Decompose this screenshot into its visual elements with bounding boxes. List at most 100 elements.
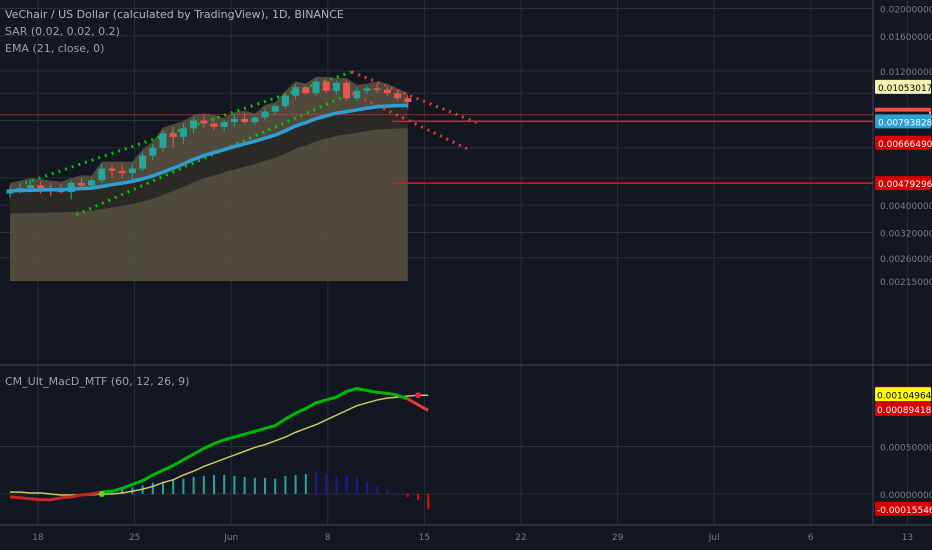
price-badge-text: 0.00793828 bbox=[878, 118, 932, 128]
price-badge: 0.00793828 bbox=[875, 114, 932, 129]
macd-badge-bg bbox=[875, 387, 931, 402]
macd-line-bear bbox=[9, 490, 103, 502]
macd-tick-label: 0.00000000 bbox=[880, 491, 932, 501]
candle-body bbox=[332, 82, 340, 91]
macd-cross-dot bbox=[415, 392, 421, 399]
candle-body bbox=[292, 87, 300, 96]
candle bbox=[302, 86, 310, 95]
candle-body bbox=[37, 185, 45, 189]
candle bbox=[210, 117, 218, 130]
candle bbox=[220, 120, 228, 132]
price-tick-label: 0.01600000 bbox=[880, 33, 932, 43]
candle-body bbox=[383, 89, 391, 94]
price-badge-text: 0.00479296 bbox=[878, 180, 932, 190]
sar-dots-up_bottom bbox=[75, 91, 353, 217]
time-tick-label: 29 bbox=[612, 533, 624, 543]
candle-body bbox=[281, 95, 289, 107]
macd-badge: 0.00104964 bbox=[875, 387, 932, 402]
candle bbox=[118, 164, 126, 178]
candle bbox=[363, 86, 371, 95]
candle-body bbox=[404, 98, 412, 103]
time-tick-label: 6 bbox=[808, 533, 814, 543]
macd-badge-text: 0.00104964 bbox=[877, 391, 932, 401]
candle-body bbox=[373, 88, 381, 90]
macd-tick-label: 0.00050000 bbox=[880, 444, 932, 454]
candle bbox=[139, 151, 147, 171]
candle-body bbox=[343, 82, 351, 99]
sar-indicator-label[interactable]: SAR (0.02, 0.02, 0.2) bbox=[5, 25, 120, 38]
candle-body bbox=[118, 170, 126, 174]
macd-cross-dot bbox=[98, 491, 105, 497]
sar-dots-down_bottom bbox=[351, 91, 470, 152]
macd-line-bull bbox=[101, 387, 409, 494]
candle-body bbox=[312, 81, 320, 94]
time-tick-label: 18 bbox=[32, 533, 44, 543]
macd-badge-text: 0.00089418 bbox=[877, 406, 932, 416]
price-tick-label: 0.01200000 bbox=[880, 68, 932, 78]
macd-badge: -0.00015546 bbox=[875, 501, 932, 516]
ema-indicator-label[interactable]: EMA (21, close, 0) bbox=[5, 42, 105, 55]
candle-body bbox=[98, 168, 106, 181]
price-badge-bg bbox=[875, 114, 931, 129]
candle bbox=[230, 114, 238, 127]
candle-body bbox=[261, 111, 269, 118]
time-tick-label: Jun bbox=[223, 533, 238, 543]
macd-indicator-label[interactable]: CM_Ult_MacD_MTF (60, 12, 26, 9) bbox=[5, 375, 190, 388]
candle bbox=[77, 177, 85, 189]
candle bbox=[98, 164, 106, 183]
candle bbox=[159, 129, 167, 152]
candle-body bbox=[77, 182, 85, 186]
candle bbox=[312, 79, 320, 96]
candle-body bbox=[230, 118, 238, 123]
candle bbox=[169, 126, 177, 148]
candle bbox=[6, 185, 14, 198]
candle bbox=[149, 143, 157, 160]
time-tick-label: 8 bbox=[325, 533, 331, 543]
price-badge-bg bbox=[875, 135, 931, 150]
macd-badge-bg bbox=[875, 501, 931, 516]
candle-body bbox=[169, 133, 177, 137]
candle bbox=[108, 164, 116, 178]
candle-body bbox=[190, 120, 198, 129]
candle bbox=[271, 104, 279, 115]
time-tick-label: 22 bbox=[515, 533, 526, 543]
chart-title: VeChair / US Dollar (calculated by Tradi… bbox=[5, 8, 344, 21]
candle-body bbox=[322, 81, 330, 91]
candle-body bbox=[220, 122, 228, 127]
candle-body bbox=[394, 93, 402, 99]
candle bbox=[200, 115, 208, 129]
candle bbox=[394, 90, 402, 101]
candle-body bbox=[139, 155, 147, 169]
candle-body bbox=[200, 120, 208, 124]
candle bbox=[251, 115, 259, 126]
candle bbox=[343, 80, 351, 101]
candle-body bbox=[26, 185, 34, 189]
candle bbox=[281, 93, 289, 109]
price-badge-bg bbox=[875, 176, 931, 191]
price-tick-label: 0.00215000 bbox=[880, 278, 932, 288]
candle bbox=[241, 113, 249, 124]
price-tick-label: 0.00320000 bbox=[880, 229, 932, 239]
candle-body bbox=[353, 90, 361, 99]
candle bbox=[373, 83, 381, 94]
macd-line-bear-end bbox=[407, 397, 429, 412]
price-tick-label: 0.02000000 bbox=[880, 6, 932, 16]
candle bbox=[332, 80, 340, 95]
price-badge: 0.00479296 bbox=[875, 176, 932, 191]
candle-body bbox=[363, 88, 371, 91]
candle-body bbox=[149, 147, 157, 156]
candle-body bbox=[251, 117, 259, 123]
candle-body bbox=[128, 168, 136, 174]
price-badge: 0.00666490 bbox=[875, 135, 932, 150]
candle-body bbox=[210, 123, 218, 127]
candle-body bbox=[271, 106, 279, 112]
candle-body bbox=[302, 87, 310, 94]
candle-body bbox=[179, 128, 187, 137]
candle bbox=[292, 83, 300, 100]
candle bbox=[383, 86, 391, 96]
time-tick-label: 13 bbox=[902, 533, 913, 543]
price-badge-text: 0.00666490 bbox=[878, 140, 932, 150]
price-tick-label: 0.00260000 bbox=[880, 255, 932, 265]
price-badge: 0.01053017 bbox=[875, 79, 932, 94]
